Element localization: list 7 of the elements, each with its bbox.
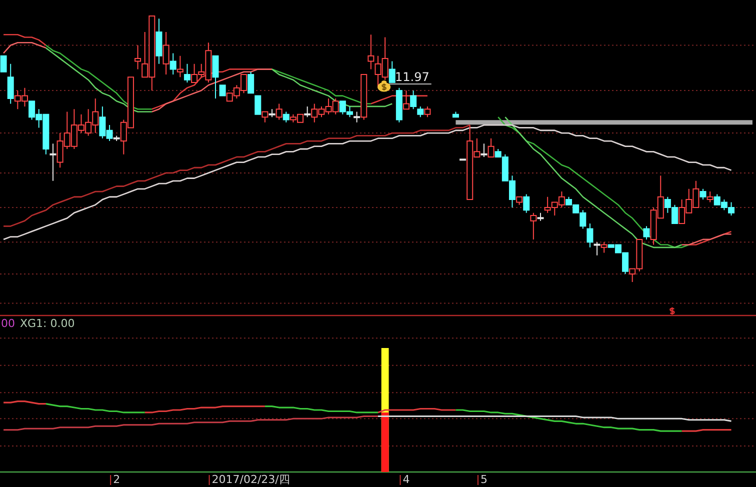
x-tick-label: 4 [402, 473, 410, 486]
annotation: 11.97 [395, 70, 430, 84]
x-tick-label: 5 [480, 473, 488, 486]
annotation: 00 [1, 317, 15, 330]
x-tick-label: 2017/02/23/四 [212, 473, 290, 486]
annotation: XG1: 0.00 [20, 317, 75, 330]
x-tick-label: 2 [113, 473, 120, 486]
